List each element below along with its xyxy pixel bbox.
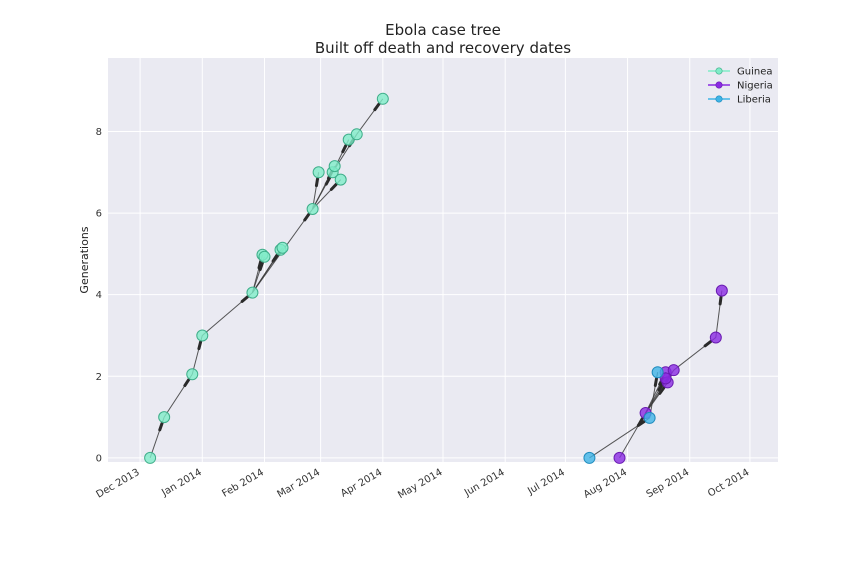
x-tick-label: Oct 2014 — [706, 467, 751, 499]
legend-marker — [715, 81, 723, 89]
case-point-liberia — [643, 411, 656, 424]
case-point-liberia — [651, 366, 664, 379]
case-point-nigeria — [613, 451, 626, 464]
arrow-head — [636, 420, 646, 427]
x-axis: Dec 2013 Jan 2014 Feb 2014 Mar 2014 Apr 2014… — [95, 467, 752, 501]
x-tick-label: Aug 2014 — [582, 467, 629, 501]
y-axis-label: Generations — [78, 226, 91, 293]
x-tick-label: Feb 2014 — [220, 467, 266, 500]
case-point-guinea — [328, 160, 341, 173]
case-point-guinea — [246, 286, 259, 299]
arrow-head — [329, 182, 338, 191]
legend-label: Guinea — [737, 67, 772, 78]
x-tick-label: Sep 2014 — [645, 467, 692, 500]
x-tick-label: Mar 2014 — [275, 467, 322, 500]
case-point-guinea — [196, 329, 209, 342]
arrow-head — [373, 102, 381, 112]
legend: Guinea Nigeria Liberia — [708, 67, 773, 106]
case-point-guinea — [350, 128, 363, 141]
arrow-head — [658, 386, 666, 395]
chart-subtitle: Built off death and recovery dates — [315, 39, 571, 57]
y-tick-label: 0 — [96, 453, 102, 464]
case-point-guinea — [334, 173, 347, 186]
y-axis: 0 2 4 6 8 — [96, 127, 102, 464]
arrow-head — [258, 261, 264, 272]
legend-label: Liberia — [737, 95, 771, 106]
arrow-head — [303, 212, 311, 222]
y-tick-label: 6 — [96, 209, 102, 220]
case-point-guinea — [186, 368, 199, 381]
case-point-nigeria — [709, 331, 722, 344]
x-tick-label: Jun 2014 — [462, 467, 507, 499]
x-tick-label: Dec 2013 — [95, 467, 142, 501]
legend-marker — [715, 67, 723, 75]
arrow-head — [718, 295, 723, 306]
y-tick-label: 2 — [96, 372, 102, 383]
x-tick-label: Jan 2014 — [159, 467, 204, 499]
case-point-guinea — [258, 250, 271, 263]
arrow-head — [257, 259, 263, 270]
arrow-head — [183, 378, 191, 388]
case-point-nigeria — [715, 284, 728, 297]
grid — [108, 58, 778, 462]
case-point-guinea — [376, 92, 389, 105]
arrow-head — [314, 177, 320, 188]
case-point-guinea — [312, 166, 325, 179]
chart-title: Ebola case tree — [385, 21, 501, 39]
arrow-head — [240, 295, 249, 303]
case-links — [149, 98, 723, 459]
x-tick-label: May 2014 — [396, 467, 444, 501]
arrow-head — [703, 340, 713, 348]
case-point-nigeria — [667, 364, 680, 377]
case-point-nigeria — [659, 372, 672, 385]
case-points — [144, 92, 728, 464]
case-point-guinea — [158, 411, 171, 424]
legend-label: Nigeria — [737, 81, 773, 92]
arrow-head — [197, 340, 203, 351]
arrow-head — [341, 143, 348, 154]
arrow-head — [653, 377, 659, 388]
x-tick-label: Jul 2014 — [525, 467, 567, 497]
case-point-guinea — [306, 202, 319, 215]
y-tick-label: 4 — [96, 290, 102, 301]
x-tick-label: Apr 2014 — [339, 467, 384, 499]
case-point-guinea — [276, 241, 289, 254]
y-tick-label: 8 — [96, 127, 102, 138]
case-point-liberia — [583, 451, 596, 464]
arrow-head — [158, 421, 164, 432]
legend-marker — [715, 95, 723, 103]
arrow-head — [657, 382, 664, 392]
case-point-guinea — [144, 451, 157, 464]
